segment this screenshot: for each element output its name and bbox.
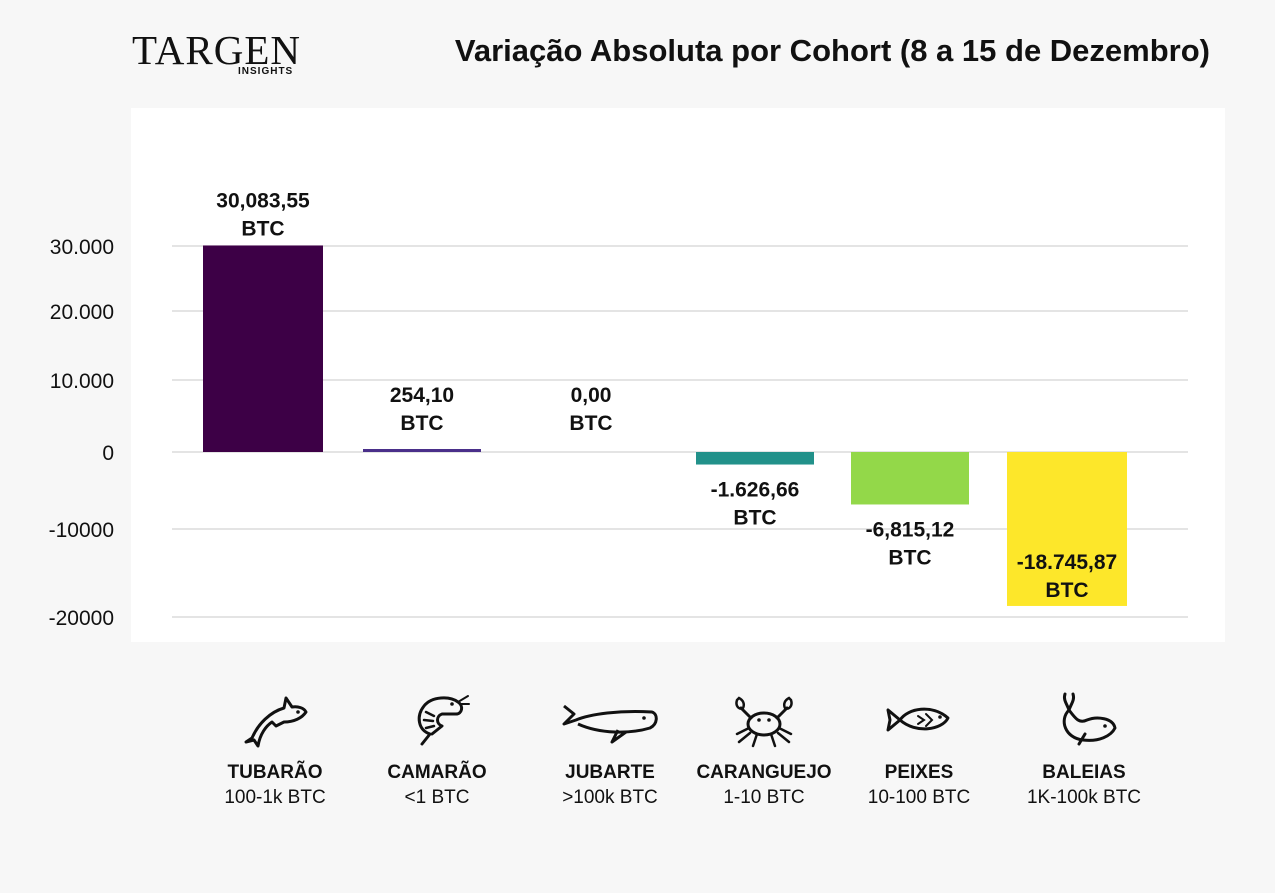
bar <box>363 449 481 452</box>
cohort-name: JUBARTE <box>565 762 655 783</box>
data-label-unit: BTC <box>241 217 284 240</box>
data-label-value: 30,083,55 <box>216 189 310 212</box>
whale-icon <box>1062 692 1117 746</box>
data-label-value: -18.745,87 <box>1017 551 1117 574</box>
bar <box>851 452 969 505</box>
brand-logo: TARGEN INSIGHTS <box>132 30 302 80</box>
humpback-whale-icon <box>562 704 658 744</box>
bar <box>203 245 323 452</box>
y-tick-label: -10000 <box>49 519 114 542</box>
crab-icon <box>735 696 793 748</box>
data-label-unit: BTC <box>1045 579 1088 602</box>
cohort-name: BALEIAS <box>1042 762 1126 783</box>
cohort-baleias: BALEIAS 1K-100k BTC <box>1004 690 1164 809</box>
y-tick-label: 0 <box>102 442 114 465</box>
y-tick-label: -20000 <box>49 607 114 630</box>
shark-icon <box>244 696 308 748</box>
y-tick-label: 20.000 <box>50 301 114 324</box>
cohort-camarao: CAMARÃO <1 BTC <box>357 690 517 809</box>
bar <box>696 452 814 465</box>
bar-chart: 30.000 20.000 10.000 0 -10000 -20000 30,083,55… <box>49 189 1188 630</box>
cohort-tubarao: TUBARÃO 100-1k BTC <box>195 690 355 809</box>
data-label-unit: BTC <box>733 507 776 530</box>
brand-name: TARGEN <box>132 27 301 73</box>
cohort-peixes: PEIXES 10-100 BTC <box>839 690 999 809</box>
data-label-unit: BTC <box>888 546 931 569</box>
cohort-range: 100-1k BTC <box>224 787 326 808</box>
chart-title: Variação Absoluta por Cohort (8 a 15 de … <box>454 33 1210 68</box>
cohort-range: 1-10 BTC <box>723 787 805 808</box>
data-label-value: -6,815,12 <box>866 518 955 541</box>
cohort-range: >100k BTC <box>562 787 658 808</box>
y-tick-label: 30.000 <box>50 236 114 259</box>
cohort-name: TUBARÃO <box>227 762 323 783</box>
data-label-value: 254,10 <box>390 384 454 407</box>
cohort-range: 1K-100k BTC <box>1026 787 1142 808</box>
cohort-name: PEIXES <box>884 762 954 783</box>
y-tick-label: 10.000 <box>50 370 114 393</box>
cohort-range: <1 BTC <box>404 787 470 808</box>
cohort-name: CARANGUEJO <box>696 762 832 783</box>
data-label-unit: BTC <box>400 412 443 435</box>
cohort-caranguejo: CARANGUEJO 1-10 BTC <box>684 690 844 809</box>
cohort-range: 10-100 BTC <box>867 787 971 808</box>
brand-tagline: INSIGHTS <box>238 66 294 77</box>
cohort-name: CAMARÃO <box>387 762 487 783</box>
fish-icon <box>886 707 950 732</box>
data-label-unit: BTC <box>569 412 612 435</box>
cohort-jubarte: JUBARTE >100k BTC <box>530 690 690 809</box>
bar <box>1007 452 1127 606</box>
data-label-value: 0,00 <box>571 384 612 407</box>
shrimp-icon <box>417 695 470 746</box>
data-label-value: -1.626,66 <box>711 479 800 502</box>
